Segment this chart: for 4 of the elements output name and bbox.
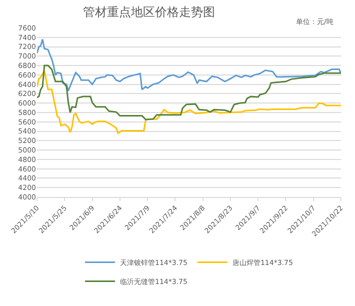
line-series	[37, 64, 341, 120]
line-series	[37, 70, 341, 134]
line-series	[37, 38, 341, 92]
chart-title: 管材重点地区价格走势图	[83, 5, 216, 20]
